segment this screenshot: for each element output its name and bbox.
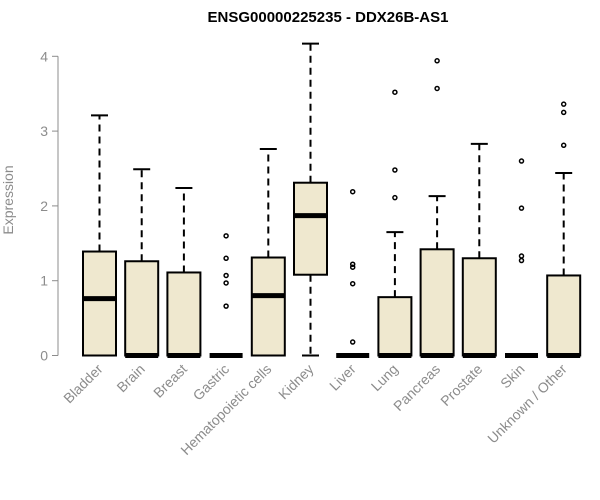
outlier-point [349, 280, 356, 287]
outlier-point [349, 188, 356, 195]
chart-title: ENSG00000225235 - DDX26B-AS1 [208, 9, 449, 26]
outlier-point [223, 303, 229, 309]
x-tick-label: Prostate [437, 361, 485, 409]
y-tick-label: 3 [40, 123, 48, 139]
y-axis: 0 1 2 3 4 [40, 48, 59, 364]
box-gastric [209, 233, 243, 358]
outlier-point [223, 272, 229, 279]
outlier-point [518, 257, 525, 264]
outlier-point [349, 264, 356, 270]
x-tick-label: Kidney [275, 361, 317, 403]
box-bladder [82, 114, 117, 357]
x-tick-label: Breast [150, 361, 190, 401]
box-pancreas [419, 58, 455, 358]
box-body [377, 296, 413, 357]
box-unknown-other [546, 101, 582, 358]
outlier-point [349, 339, 356, 345]
x-tick-label: Liver [326, 361, 359, 394]
box-body [293, 181, 328, 276]
box-hematopoietic-cells [250, 148, 286, 357]
x-tick-label: Unknown / Other [484, 361, 570, 447]
outlier-point [560, 109, 567, 116]
y-tick-label: 1 [40, 273, 48, 289]
box-body [124, 260, 160, 357]
box-body [419, 248, 455, 357]
box-body [166, 271, 202, 357]
outlier-point [223, 255, 229, 262]
x-tick-label: Lung [368, 361, 401, 394]
box-body [250, 256, 286, 357]
box-body [82, 250, 117, 357]
outlier-point [392, 167, 398, 173]
box-breast [166, 186, 202, 358]
box-body [546, 274, 582, 357]
boxes-group [82, 42, 582, 358]
outlier-point [518, 158, 525, 164]
outlier-point [392, 89, 398, 95]
outlier-point [560, 101, 567, 107]
outlier-point [560, 142, 567, 149]
outlier-point [392, 194, 398, 201]
outlier-point [518, 205, 525, 211]
x-tick-label: Skin [497, 361, 528, 392]
outlier-point [349, 261, 356, 267]
outlier-point [434, 58, 440, 64]
x-tick-label: Bladder [60, 361, 106, 407]
y-tick-label: 2 [40, 198, 48, 214]
y-tick-label: 4 [40, 48, 48, 64]
outlier-point [434, 85, 440, 92]
box-lung [377, 89, 413, 358]
outlier-point [518, 253, 525, 259]
x-tick-label: Pancreas [390, 361, 443, 414]
outlier-point [223, 280, 229, 286]
box-body [461, 257, 497, 357]
box-liver [336, 188, 370, 358]
box-prostate [461, 142, 497, 358]
box-skin [505, 158, 538, 358]
box-brain [124, 168, 160, 358]
outlier-point [223, 233, 229, 239]
y-tick-label: 0 [40, 348, 48, 364]
x-tick-label: Brain [113, 361, 147, 395]
y-axis-label: Expression [0, 165, 16, 234]
box-kidney [293, 42, 328, 357]
